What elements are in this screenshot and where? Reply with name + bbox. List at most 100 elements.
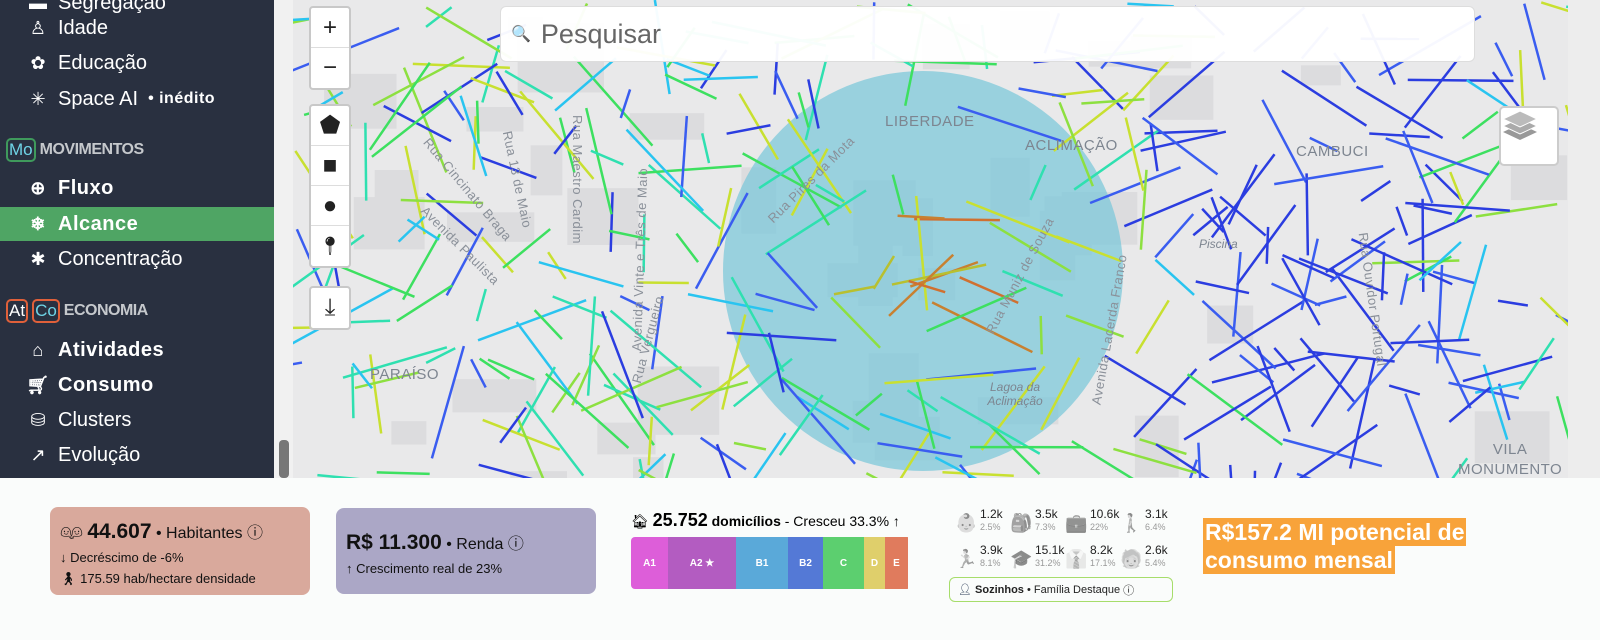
street-segment: [872, 255, 896, 290]
street-segment: [700, 133, 711, 164]
street-segment: [1390, 338, 1470, 345]
street-segment: [1282, 438, 1383, 468]
elderly-icon: 🧓: [1120, 549, 1143, 569]
sidebar-item-segregacao[interactable]: ▬ Segregação: [0, 0, 274, 20]
sidebar-item-space-ai[interactable]: ✳ Space AI • inédito: [0, 82, 274, 116]
street-segment: [647, 416, 654, 466]
street-segment: [1540, 1, 1568, 13]
sidebar-item-label: Fluxo: [58, 176, 114, 199]
sidebar-item-idade[interactable]: ♙ Idade: [0, 11, 274, 45]
street-segment: [1155, 443, 1210, 478]
street-segment: [1418, 241, 1462, 282]
street-segment: [1346, 324, 1421, 412]
street-segment: [502, 228, 551, 269]
street-segment: [791, 166, 831, 226]
info-icon[interactable]: ⓘ: [1123, 584, 1135, 597]
sidebar-item-atividades[interactable]: ⌂ Atividades: [0, 333, 274, 367]
search-input[interactable]: [540, 18, 1441, 50]
sidebar-item-educacao[interactable]: ✿ Educação: [0, 46, 274, 80]
street-segment: [445, 227, 484, 296]
street-segment: [1154, 258, 1195, 296]
street-segment: [478, 463, 533, 478]
info-icon[interactable]: ⓘ: [507, 536, 524, 553]
download-button[interactable]: ⤓: [311, 288, 349, 328]
street-segment: [590, 149, 624, 166]
street-segment: [830, 296, 881, 349]
draw-circle-button[interactable]: ●: [311, 186, 349, 226]
street-segment: [1407, 78, 1514, 83]
households-panel: 🏠︎ 25.752 domicílios - Cresceu 33.3% ↑ A…: [631, 510, 911, 589]
sidebar-scrollbar[interactable]: [274, 0, 293, 478]
sidebar-item-label: Alcance: [58, 212, 139, 235]
class-segment-a2[interactable]: A2 ★: [668, 537, 736, 589]
street-segment: [475, 288, 487, 322]
age-pct: 6.4%: [1145, 522, 1166, 532]
households-value: 25.752: [652, 510, 708, 530]
draw-rectangle-button[interactable]: ■: [311, 146, 349, 186]
street-segment: [609, 309, 702, 389]
street-segment: [477, 298, 587, 342]
street-segment: [815, 183, 845, 203]
sidebar-item-concentracao[interactable]: ✱ Concentração: [0, 242, 274, 276]
street-segment: [1497, 299, 1529, 307]
social-class-bar: A1 A2 ★ B1 B2 C D E: [631, 537, 911, 589]
new-tag: • inédito: [148, 90, 216, 107]
scrollbar-thumb[interactable]: [279, 440, 289, 478]
street-segment: [1208, 300, 1305, 362]
street-segment: [891, 263, 987, 286]
street-segment: [1404, 393, 1440, 478]
zoom-out-button[interactable]: −: [322, 54, 337, 81]
street-segment: [1281, 257, 1321, 326]
section-badge: At: [6, 299, 29, 323]
sidebar-item-alcance[interactable]: ❄ Alcance: [0, 207, 274, 241]
sidebar-item-evolucao[interactable]: ↗ Evolução: [0, 438, 274, 472]
people-icon: 👫︎: [60, 522, 83, 542]
street-segment: [1310, 356, 1359, 428]
map[interactable]: LIBERDADE ACLIMAÇÃO CAMBUCI PARAÍSO Pisc…: [293, 0, 1568, 478]
street-segment: [478, 357, 511, 380]
section-label: ECONOMIA: [63, 302, 149, 319]
sidebar-item-fluxo[interactable]: ⊕ Fluxo: [0, 171, 274, 205]
section-economia: At Co ECONOMIA: [6, 296, 148, 326]
age-pct: 7.3%: [1035, 522, 1056, 532]
street-segment: [877, 441, 963, 458]
class-segment-d[interactable]: D: [864, 537, 885, 589]
street-segment: [1413, 204, 1453, 215]
street-segment: [638, 164, 742, 175]
street-segment: [915, 380, 936, 450]
street-segment: [612, 372, 674, 436]
class-segment-a1[interactable]: A1: [631, 537, 668, 589]
street-segment: [1228, 464, 1233, 478]
street-segment: [1523, 3, 1546, 81]
sidebar-item-clusters[interactable]: ⛁ Clusters: [0, 403, 274, 437]
street-segment: [1355, 85, 1444, 139]
layers-button[interactable]: [1499, 106, 1559, 166]
family-label: Sozinhos: [975, 583, 1024, 596]
street-segment: [1256, 345, 1291, 433]
street-segment: [317, 473, 360, 478]
street-segment: [1271, 282, 1321, 307]
sidebar-item-consumo[interactable]: 🛒︎ Consumo: [0, 368, 274, 402]
street-segment: [899, 432, 931, 478]
page-scrollbar[interactable]: [1568, 0, 1600, 478]
info-icon[interactable]: ⓘ: [247, 525, 264, 542]
class-segment-e[interactable]: E: [885, 537, 908, 589]
map-pin-icon: 📍︎: [318, 235, 342, 256]
class-segment-b1[interactable]: B1: [736, 537, 788, 589]
street-segment: [1147, 50, 1226, 119]
draw-polygon-button[interactable]: ⬟: [311, 106, 349, 146]
street-segment: [406, 218, 440, 241]
class-segment-b2[interactable]: B2: [788, 537, 823, 589]
class-segment-c[interactable]: C: [823, 537, 864, 589]
draw-marker-button[interactable]: 📍︎: [311, 226, 349, 266]
asterisk-icon: ✱: [30, 248, 46, 269]
street-segment: [1482, 364, 1509, 441]
street-segment: [1448, 386, 1492, 423]
zoom-in-button[interactable]: +: [311, 8, 349, 48]
family-sub: • Família Destaque: [1026, 583, 1121, 596]
family-highlight[interactable]: 👤︎ Sozinhos • Família Destaque ⓘ: [949, 577, 1173, 602]
street-segment: [351, 362, 373, 390]
street-segment: [487, 358, 535, 381]
street-segment: [699, 436, 747, 471]
street-segment: [609, 192, 614, 252]
